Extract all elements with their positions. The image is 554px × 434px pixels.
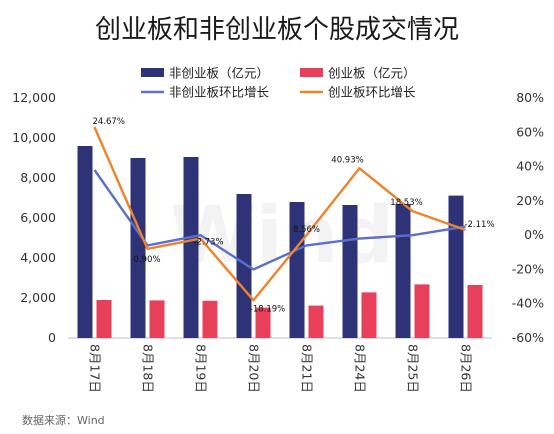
data-label: -2.11% — [464, 220, 494, 230]
legend: 非创业板（亿元） 创业板（亿元） 非创业板环比增长 创业板环比增长 — [141, 66, 416, 100]
legend-label: 创业板环比增长 — [328, 85, 416, 100]
y-right-tick-label: 20% — [516, 193, 544, 208]
y-left-tick-label: 12,000 — [12, 90, 56, 105]
bar-non-chinext — [236, 194, 252, 338]
x-tick-label: 8月25日 — [406, 344, 421, 393]
bar-chinext — [255, 307, 271, 338]
y-left-tick-label: 8,000 — [20, 170, 56, 185]
legend-label: 非创业板（亿元） — [169, 66, 269, 81]
bar-chinext — [467, 285, 483, 338]
bar-non-chinext — [448, 195, 464, 338]
x-tick-label: 8月19日 — [194, 344, 209, 393]
data-label: 8.56% — [293, 225, 320, 235]
data-label: -18.19% — [250, 304, 285, 314]
data-label: -2.73% — [193, 238, 223, 248]
y-left-tick-label: 2,000 — [20, 290, 56, 305]
legend-label: 创业板（亿元） — [328, 66, 416, 81]
source-note: 数据来源：Wind — [22, 413, 105, 427]
lines — [93, 126, 466, 302]
line-chinext-growth — [93, 126, 466, 302]
line-non-chinext-growth — [93, 169, 466, 271]
bar-non-chinext — [130, 158, 146, 338]
data-label: 18.53% — [390, 198, 422, 208]
x-tick-label: 8月18日 — [141, 344, 156, 393]
bar-non-chinext — [183, 157, 199, 338]
y-right-tick-label: 40% — [516, 159, 544, 174]
x-tick-label: 8月20日 — [247, 344, 262, 393]
x-tick-label: 8月21日 — [300, 344, 315, 393]
bar-chinext — [414, 284, 430, 338]
y-axis-right: -60% -40% -20% 0% 20% 40% 60% 80% — [512, 90, 544, 345]
data-labels: 24.67% -0.90% -2.73% -18.19% 8.56% 40.93% 18.5… — [93, 117, 495, 314]
bar-chinext — [361, 292, 377, 338]
x-axis: 8月17日 8月18日 8月19日 8月20日 8月21日 8月24日 8月25日 8月26日 — [68, 337, 492, 393]
y-right-tick-label: 60% — [516, 124, 544, 139]
data-label: -0.90% — [130, 255, 160, 265]
data-label: 40.93% — [331, 155, 363, 165]
chart-title: 创业板和非创业板个股成交情况 — [95, 15, 459, 45]
bar-non-chinext — [395, 204, 411, 338]
y-right-tick-label: -20% — [512, 261, 544, 276]
legend-label: 非创业板环比增长 — [169, 85, 270, 100]
y-left-tick-label: 0 — [48, 330, 56, 345]
bar-non-chinext — [342, 205, 358, 338]
legend-swatch — [141, 68, 164, 77]
y-right-tick-label: 80% — [516, 90, 544, 105]
y-right-tick-label: -60% — [512, 330, 544, 345]
bar-non-chinext — [77, 146, 93, 338]
bars — [77, 146, 483, 338]
y-left-tick-label: 10,000 — [12, 130, 56, 145]
bar-chinext — [202, 300, 218, 338]
y-right-tick-label: -40% — [512, 296, 544, 311]
data-label: 24.67% — [93, 117, 125, 127]
bar-chinext — [96, 300, 112, 338]
bar-non-chinext — [289, 202, 305, 338]
y-left-tick-label: 4,000 — [20, 250, 56, 265]
x-tick-label: 8月26日 — [459, 344, 474, 393]
x-tick-label: 8月17日 — [88, 344, 103, 393]
bar-chinext — [308, 305, 324, 338]
y-axis-left: 0 2,000 4,000 6,000 8,000 10,000 12,000 — [12, 90, 56, 345]
legend-swatch — [300, 68, 323, 77]
y-left-tick-label: 6,000 — [20, 210, 56, 225]
bar-chinext — [149, 300, 165, 338]
y-right-tick-label: 0% — [524, 227, 544, 242]
x-tick-label: 8月24日 — [353, 344, 368, 393]
